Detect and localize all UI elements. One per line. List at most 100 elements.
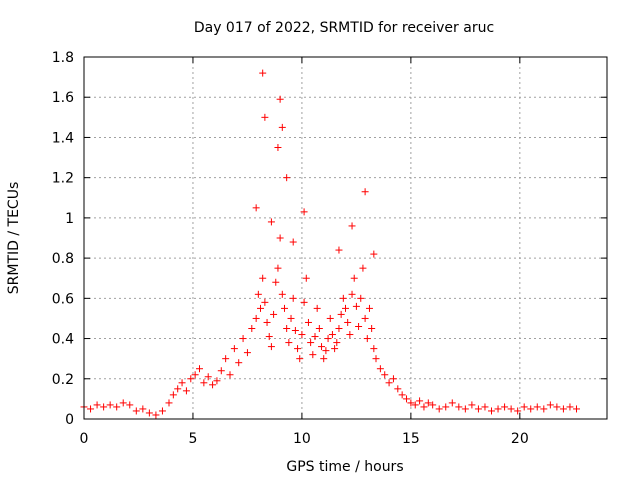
data-point [93,401,101,409]
y-tick-label: 1.2 [52,171,74,187]
data-point [87,405,95,413]
data-point [274,144,282,151]
data-point [352,302,360,310]
data-point [361,188,369,196]
data-point [546,401,554,409]
data-point [178,379,186,387]
data-point [289,238,297,246]
data-point [158,407,166,415]
data-point [313,304,321,312]
data-point [272,278,280,286]
data-point [420,403,428,411]
data-point [289,294,297,302]
data-point [263,318,271,326]
data-point [304,318,312,326]
data-point [285,339,293,347]
data-point [283,174,291,182]
data-point [520,403,528,411]
data-point [324,335,332,343]
data-point [276,95,284,103]
data-point [407,399,415,407]
data-point [448,399,456,407]
data-point [494,405,502,413]
data-point [322,347,330,355]
data-point [139,405,147,413]
data-point [372,355,380,363]
y-tick-label: 0.4 [52,332,74,348]
y-tick-label: 1 [65,211,74,227]
data-point [424,399,432,407]
grid-layer [84,57,607,419]
plot-frame [83,56,608,420]
data-point [333,339,341,347]
data-point [265,333,273,341]
data-point [259,69,267,77]
data-point [411,401,419,409]
x-tick-label: 20 [511,431,529,447]
chart-title: Day 017 of 2022, SRMTID for receiver aru… [194,20,494,36]
tick-layer: 0 0.2 0.4 0.6 0.8 1 1.2 1.4 1.6 1.8 0 5 10 15 20 [52,50,607,447]
data-point [187,375,195,383]
data-point [287,314,295,322]
data-point [350,274,358,282]
data-point [389,375,397,383]
data-point [394,385,402,393]
data-point [126,401,134,409]
y-tick-label: 0 [65,412,74,428]
data-point [174,385,182,393]
data-point [315,325,323,332]
data-point [507,405,515,413]
data-point [403,395,411,403]
data-point [361,314,369,322]
data-point [559,405,567,413]
data-point [191,371,199,379]
data-point [533,403,541,411]
data-point [468,401,476,409]
y-axis-title: SRMTID / TECUs [6,182,22,295]
data-point [461,405,469,413]
data-point [335,246,343,254]
data-point [278,290,286,298]
data-point [267,343,275,351]
data-point [195,365,203,373]
data-point [370,345,378,353]
data-point [261,298,269,306]
data-point [455,403,463,411]
data-point [442,403,450,411]
data-point [370,250,378,258]
y-tick-label: 0.8 [52,251,74,267]
data-point [474,405,482,413]
data-point [344,318,352,326]
data-point [553,403,561,411]
data-point [217,367,225,375]
data-point [311,333,319,341]
data-point [566,403,574,411]
data-point [182,387,190,395]
data-point [298,331,306,339]
data-point [337,310,345,318]
y-tick-label: 0.2 [52,372,74,388]
data-points [80,69,580,419]
y-tick-label: 0.6 [52,291,74,307]
data-point [435,405,443,413]
data-point [294,345,302,353]
data-point [257,304,265,312]
data-point [368,325,376,332]
data-point [169,391,177,399]
data-point [488,407,496,415]
data-point [230,345,238,353]
data-point [248,325,256,332]
data-point [326,314,334,322]
data-point [514,407,522,415]
data-point [152,411,160,419]
data-point [278,123,286,131]
data-point [398,391,406,399]
data-point [270,310,278,318]
data-point [259,274,267,282]
data-point [376,365,384,373]
data-point [302,274,310,282]
data-point [357,294,365,302]
data-point [540,405,548,413]
data-point [300,298,308,306]
